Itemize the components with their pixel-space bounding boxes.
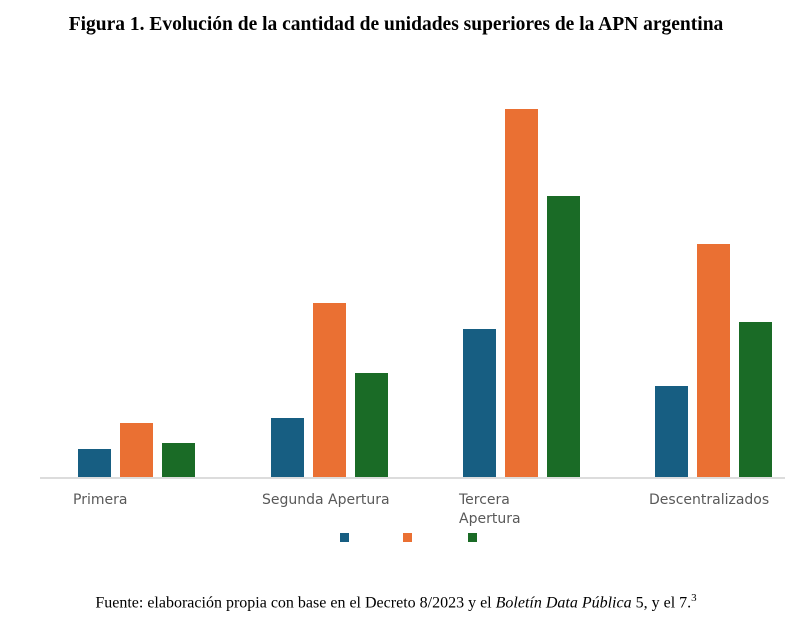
bar-segunda-apertura-series-1 (271, 418, 304, 477)
bar-chart: Primera Segunda Apertura Tercera Apertura De… (40, 109, 785, 542)
bar-descentralizados-series-3 (739, 322, 772, 477)
bar-descentralizados-series-2 (697, 244, 730, 477)
source-suffix: 5, y el 7. (631, 594, 692, 612)
legend-swatch-series-2 (403, 533, 412, 542)
category-label: Tercera Apertura (458, 492, 521, 527)
bar-tercera-apertura-series-2 (505, 109, 538, 477)
bar-primera-series-3 (162, 443, 195, 477)
category-label: Descentralizados (649, 492, 769, 508)
legend-swatch-series-3 (468, 533, 477, 542)
bar-tercera-apertura-series-3 (547, 196, 580, 477)
category-label: Primera (73, 492, 127, 508)
source-italic: Boletín Data Pública (495, 594, 632, 612)
legend-swatch-series-1 (340, 533, 349, 542)
bar-descentralizados-series-1 (655, 386, 688, 477)
bar-primera-series-1 (78, 449, 111, 477)
bar-segunda-apertura-series-2 (313, 303, 346, 477)
bar-segunda-apertura-series-3 (355, 373, 388, 477)
figure-title: Figura 1. Evolución de la cantidad de un… (68, 14, 724, 35)
footnote-ref: 3 (691, 592, 697, 604)
category-label: Segunda Apertura (262, 492, 390, 508)
source-note: Fuente: elaboración propia con base en e… (0, 592, 792, 612)
bar-tercera-apertura-series-1 (463, 329, 496, 477)
bar-primera-series-2 (120, 423, 153, 477)
source-prefix: Fuente: elaboración propia con base en e… (95, 594, 496, 612)
